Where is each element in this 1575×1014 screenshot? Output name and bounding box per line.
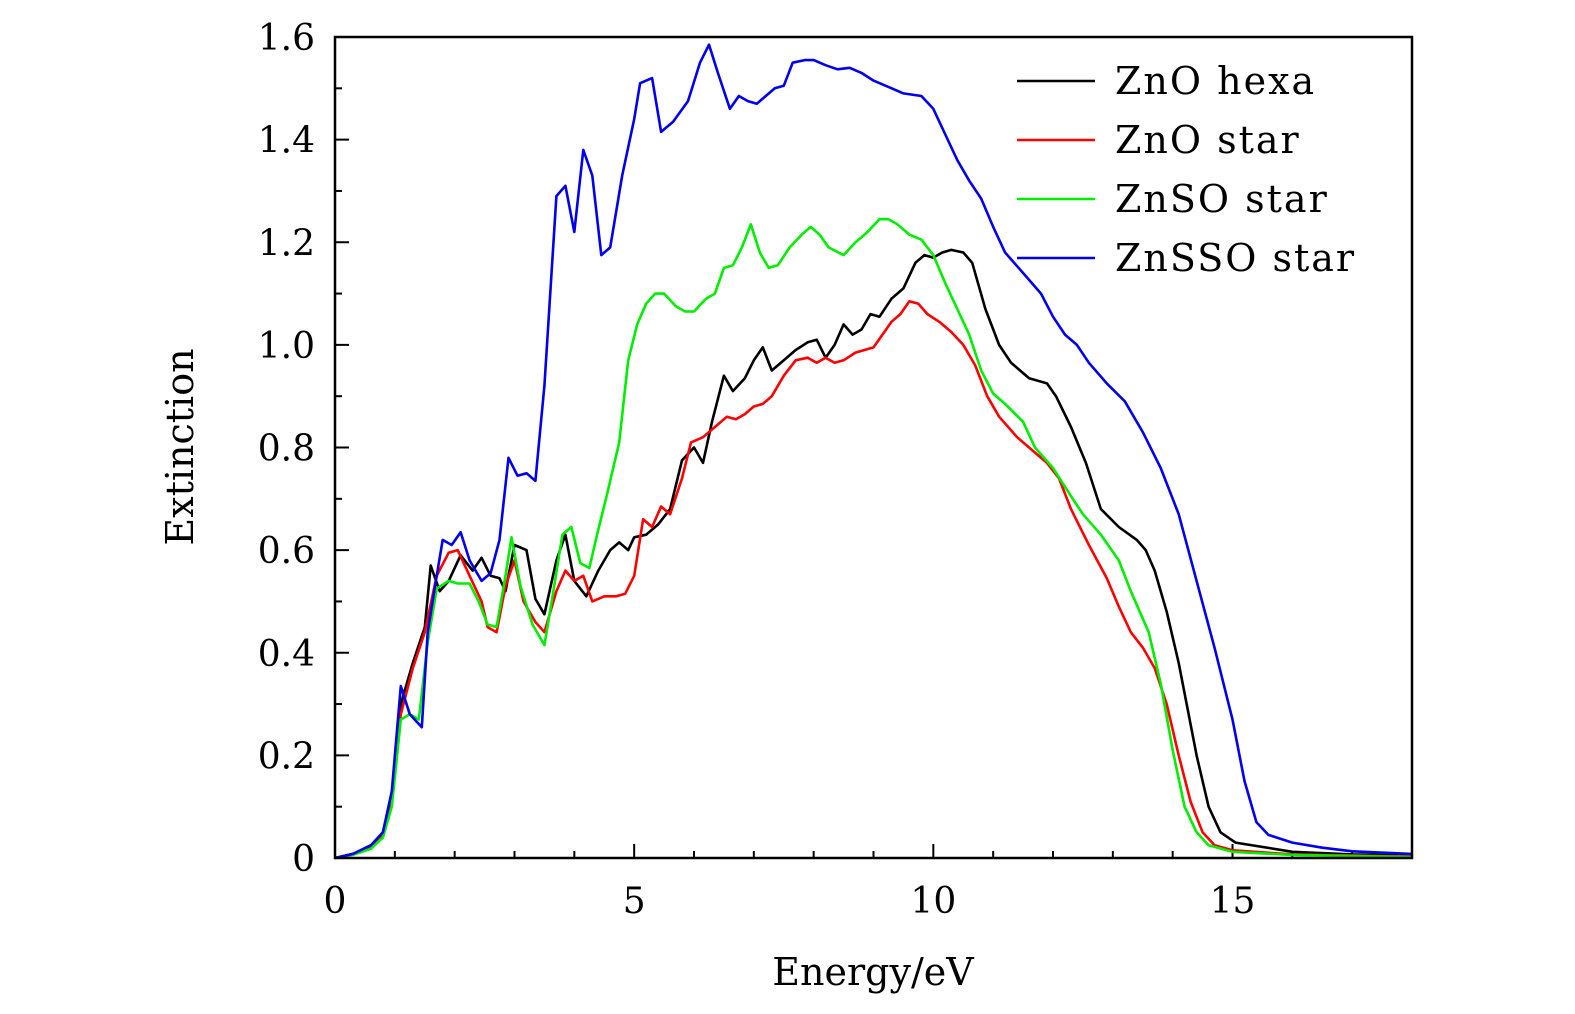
y-tick-label: 1.2 bbox=[258, 223, 315, 264]
legend: ZnO hexa ZnO star ZnSO star ZnSSO star bbox=[1017, 59, 1356, 280]
plot-frame bbox=[333, 35, 1414, 860]
legend-entry: ZnO hexa bbox=[1017, 59, 1316, 103]
y-tick-label: 1.6 bbox=[258, 18, 315, 59]
x-tick-label: 5 bbox=[623, 881, 646, 922]
x-tick-label: 0 bbox=[324, 881, 347, 922]
y-tick-label: 0.6 bbox=[258, 531, 315, 572]
x-tick-label: 15 bbox=[1210, 881, 1256, 922]
y-tick-label: 0.4 bbox=[258, 634, 315, 675]
y-tick-label: 0.8 bbox=[258, 429, 315, 470]
legend-entry: ZnO star bbox=[1017, 118, 1301, 162]
axis-ticks: 0 5 10 15 0 0.2 0.4 0.6 0.8 1.0 1.2 1.4 1.6 bbox=[258, 18, 1413, 922]
y-axis-label: Extinction bbox=[158, 348, 202, 545]
legend-entry: ZnSSO star bbox=[1017, 236, 1356, 280]
legend-entry: ZnSO star bbox=[1017, 177, 1329, 221]
legend-label: ZnO hexa bbox=[1115, 59, 1316, 103]
x-tick-label: 10 bbox=[910, 881, 956, 922]
series-line-zno-hexa bbox=[334, 248, 1413, 860]
y-tick-label: 1.0 bbox=[258, 326, 315, 367]
y-tick-label: 0.2 bbox=[258, 736, 315, 777]
y-tick-label: 1.4 bbox=[258, 121, 315, 162]
x-axis-label: Energy/eV bbox=[772, 950, 974, 994]
series-line-zno-star bbox=[334, 300, 1413, 860]
legend-label: ZnSO star bbox=[1115, 177, 1329, 221]
series-lines bbox=[334, 43, 1413, 860]
legend-label: ZnSSO star bbox=[1115, 236, 1356, 280]
legend-label: ZnO star bbox=[1115, 118, 1301, 162]
y-tick-label: 0 bbox=[292, 839, 315, 880]
series-line-znso-star bbox=[334, 217, 1413, 860]
series-line-znsso-star bbox=[334, 43, 1413, 860]
